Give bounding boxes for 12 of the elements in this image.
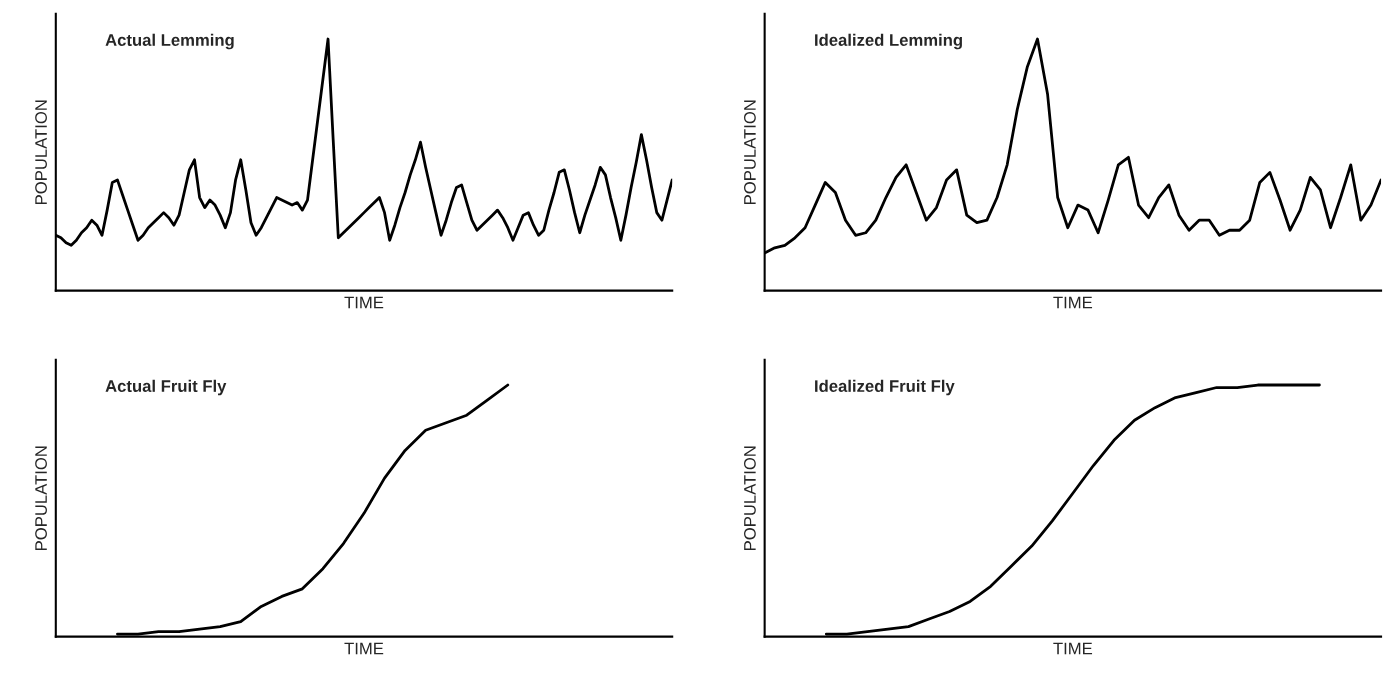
chart-title: Actual Fruit Fly [105,379,227,396]
chart-title: Idealized Lemming [815,33,962,50]
x-axis-title: TIME [344,296,384,309]
chart-title: Idealized Fruit Fly [815,379,955,396]
chart-title: Actual Lemming [105,33,234,50]
y-axis-title: POPULATION [35,100,47,204]
x-axis-title: TIME [1053,642,1093,655]
y-axis-title: POPULATION [744,446,756,550]
y-axis-title: POPULATION [35,446,47,550]
x-axis-title: TIME [344,642,384,655]
x-axis-title: TIME [1053,296,1093,309]
y-axis-title: POPULATION [744,100,756,204]
